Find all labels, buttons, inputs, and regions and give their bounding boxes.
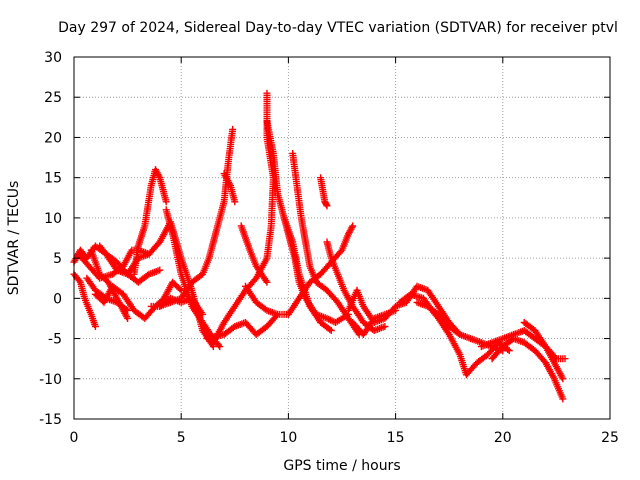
y-axis-label: SDTVAR / TECUs: [6, 181, 22, 296]
sdtvar-track-25: [396, 290, 513, 379]
sdtvar-track-14: [220, 170, 239, 206]
y-tick-label: 5: [53, 251, 62, 267]
y-tick-label: 30: [44, 50, 62, 66]
x-tick-label: 15: [387, 430, 405, 446]
grid-lines: [74, 57, 610, 419]
x-tick-label: 20: [494, 430, 512, 446]
y-tick-label: 15: [44, 171, 62, 187]
y-tick-label: 25: [44, 90, 62, 106]
x-tick-label: 10: [279, 430, 297, 446]
sdtvar-track-26: [413, 298, 464, 339]
sdtvar-track-7: [83, 274, 132, 314]
y-tick-label: 10: [44, 211, 62, 227]
sdtvar-track-24: [349, 306, 400, 338]
x-tick-label: 5: [177, 430, 186, 446]
sdtvar-track-21: [317, 174, 331, 210]
sdtvar-track-28: [488, 335, 567, 403]
y-tick-label: 20: [44, 130, 62, 146]
y-tick-label: -10: [39, 372, 62, 388]
x-tick-label: 0: [70, 430, 79, 446]
sdtvar-track-29: [520, 319, 567, 383]
sdtvar-track-19: [289, 150, 363, 339]
sdtvar-series: [70, 89, 569, 403]
sdtvar-track-15: [237, 222, 271, 286]
x-tick-label: 25: [601, 430, 619, 446]
sdtvar-track-16: [242, 282, 292, 318]
axis-ticks: 0 5 10 15 20 25 -15 -10 -5 0 5 10 15 20 25 30: [39, 50, 619, 446]
y-tick-label: 0: [53, 291, 62, 307]
sdtvar-track-11: [156, 294, 207, 318]
sdtvar-track-8: [130, 166, 170, 278]
y-tick-label: -5: [48, 332, 62, 348]
x-axis-label: GPS time / hours: [283, 458, 400, 474]
sdtvar-track-20: [284, 222, 357, 318]
y-tick-label: -15: [39, 412, 62, 428]
plot-frame: [73, 56, 611, 420]
chart-title: Day 297 of 2024, Sidereal Day-to-day VTE…: [58, 20, 618, 36]
sdtvar-track-6: [96, 242, 164, 286]
